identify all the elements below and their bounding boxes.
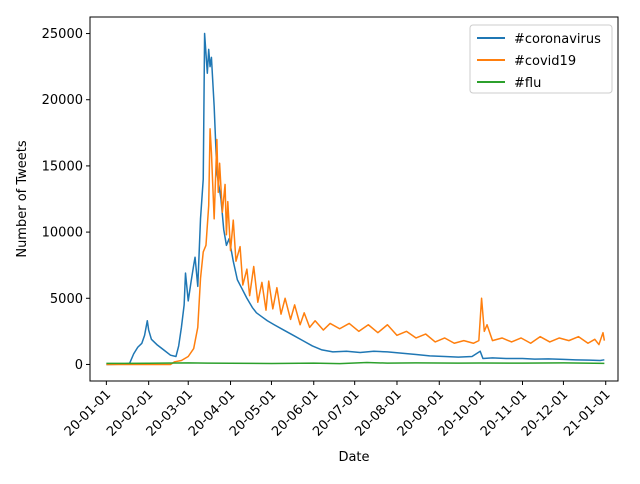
y-tick-label: 5000 xyxy=(50,292,83,307)
series-line-3 xyxy=(106,361,605,365)
series-line-2 xyxy=(106,128,606,366)
legend-label-1: #coronavirus xyxy=(514,32,601,47)
x-tick-label: 21-01-01 xyxy=(561,387,613,439)
y-tick-label: 15000 xyxy=(42,159,83,174)
series-layer xyxy=(106,32,606,366)
x-axis: 20-01-0120-02-0120-03-0120-04-0120-05-01… xyxy=(62,381,614,440)
series-line-1 xyxy=(106,32,605,366)
y-tick-label: 0 xyxy=(75,358,83,373)
y-axis-label: Number of Tweets xyxy=(15,140,30,258)
legend-box xyxy=(469,24,613,94)
x-axis-label: Date xyxy=(338,450,369,465)
y-tick-label: 25000 xyxy=(42,27,83,42)
plot-frame xyxy=(89,16,619,382)
legend: #coronavirus #covid19 #flu xyxy=(469,24,613,94)
legend-label-2: #covid19 xyxy=(514,54,576,69)
legend-label-3: #flu xyxy=(514,76,541,91)
y-tick-label: 10000 xyxy=(42,226,83,241)
y-tick-label: 20000 xyxy=(42,93,83,108)
y-axis: 0 5000 10000 15000 20000 25000 xyxy=(42,27,90,373)
